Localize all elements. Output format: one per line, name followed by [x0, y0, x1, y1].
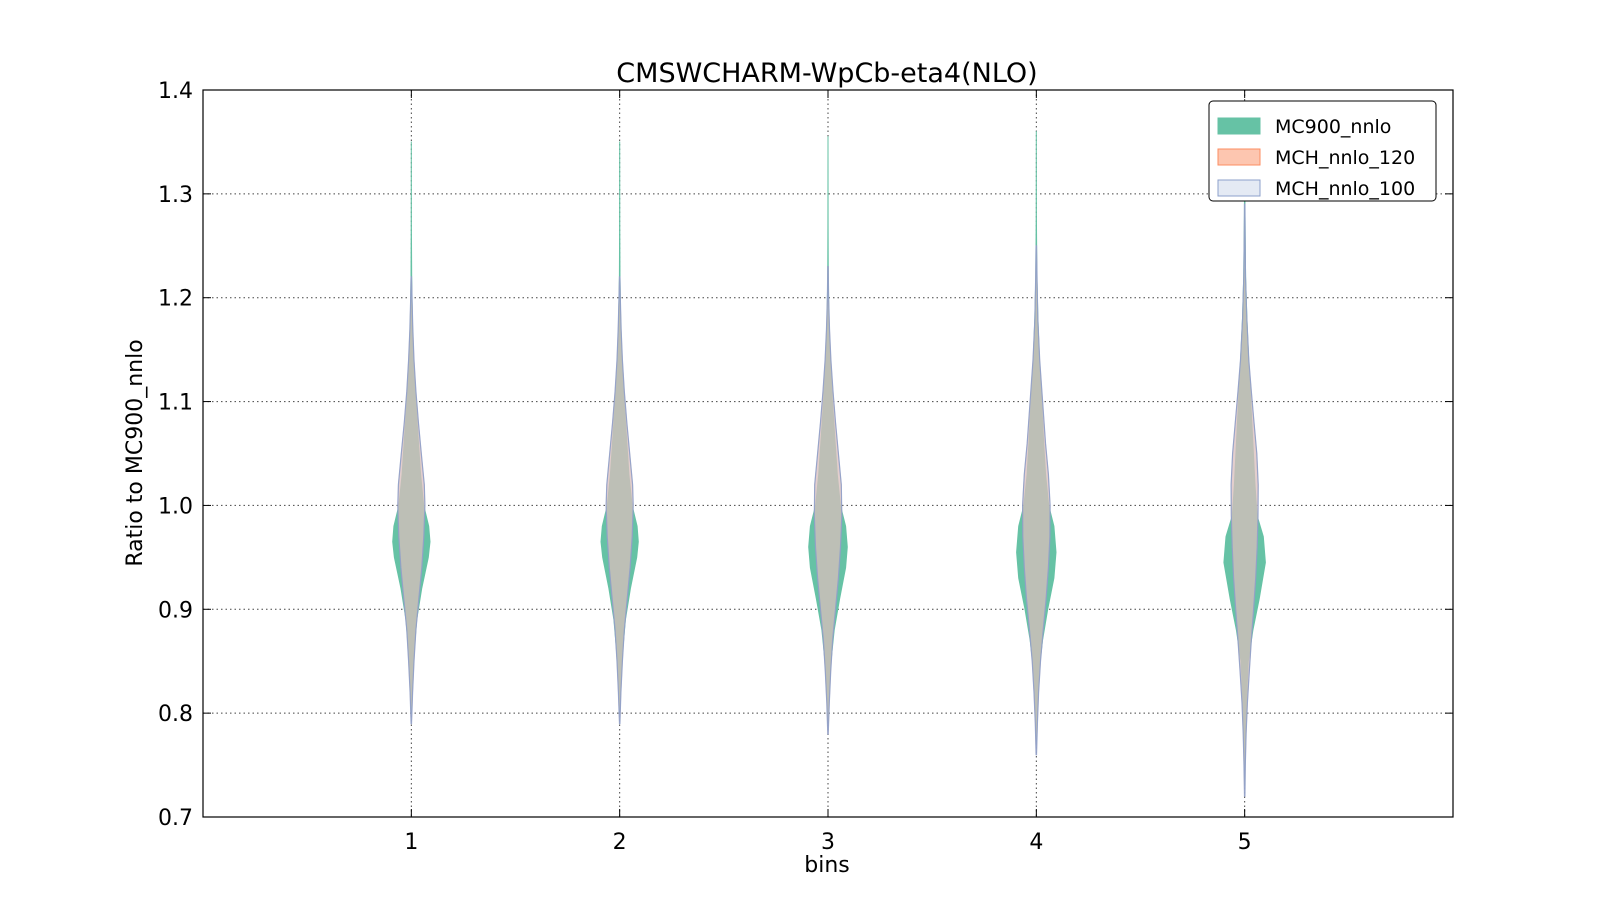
x-axis-label: bins — [804, 853, 849, 878]
violin-MCH_nnlo_100-bin-4 — [1021, 245, 1051, 756]
legend-swatch — [1217, 179, 1261, 197]
x-tick-label: 3 — [821, 830, 835, 855]
violin-MCH_nnlo_100-bin-3 — [813, 266, 843, 735]
legend-swatch — [1217, 148, 1261, 166]
y-tick-label: 0.9 — [158, 598, 193, 623]
legend-label: MCH_nnlo_120 — [1275, 147, 1415, 169]
y-tick-label: 1.2 — [158, 287, 193, 312]
series-MCH_nnlo_100 — [397, 203, 1259, 797]
y-tick-label: 1.1 — [158, 391, 193, 416]
x-tick-label: 4 — [1029, 830, 1043, 855]
y-axis-label: Ratio to MC900_nnlo — [123, 339, 148, 566]
axis-ticks: 0.7 0.8 0.9 1.0 1.1 1.2 1.3 1.4 1 2 3 4 5 — [158, 79, 1453, 855]
legend-box — [1208, 100, 1437, 202]
legend-label: MCH_nnlo_100 — [1275, 178, 1415, 200]
violin-MCH_nnlo_100-bin-2 — [605, 276, 634, 725]
y-tick-label: 1.4 — [158, 79, 193, 104]
violin-MCH_nnlo_100-bin-5 — [1230, 203, 1259, 797]
legend-swatch — [1217, 117, 1261, 135]
y-tick-label: 0.8 — [158, 702, 193, 727]
violin-MCH_nnlo_100-bin-1 — [397, 276, 426, 725]
x-tick-label: 5 — [1238, 830, 1252, 855]
x-tick-label: 1 — [404, 830, 418, 855]
legend-label: MC900_nnlo — [1275, 116, 1391, 138]
y-tick-label: 1.3 — [158, 183, 193, 208]
x-tick-label: 2 — [613, 830, 627, 855]
legend: MC900_nnlo MCH_nnlo_120 MCH_nnlo_100 — [1208, 100, 1437, 202]
y-tick-label: 0.7 — [158, 806, 193, 831]
chart-title: CMSWCHARM-WpCb-eta4(NLO) — [616, 58, 1037, 89]
y-tick-label: 1.0 — [158, 494, 193, 519]
violins — [392, 131, 1266, 797]
